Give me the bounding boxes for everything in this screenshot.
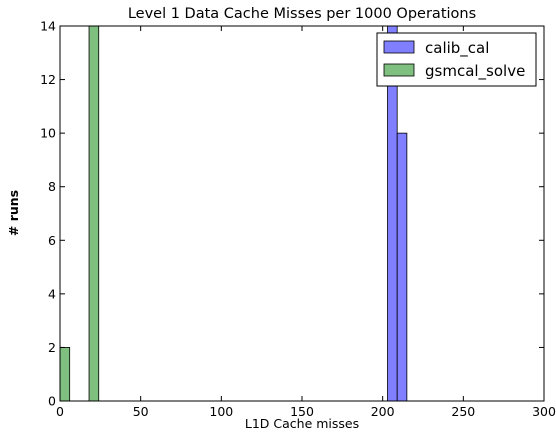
- x-tick-label-0: 0: [56, 404, 64, 419]
- y-tick-label-0: 0: [48, 394, 56, 409]
- chart-title: Level 1 Data Cache Misses per 1000 Opera…: [128, 6, 476, 22]
- y-tick-label-5: 10: [40, 126, 56, 141]
- bars-group: [59, 25, 408, 402]
- y-tick-label-2: 4: [48, 286, 56, 301]
- x-tick-label-3: 150: [290, 404, 314, 419]
- y-tick-label-6: 12: [40, 72, 56, 87]
- y-axis-label: # runs: [6, 190, 21, 236]
- legend-label-calib-cal: calib_cal: [425, 39, 489, 58]
- bar-calib-cal-1: [396, 132, 408, 402]
- x-tick-label-4: 200: [371, 404, 395, 419]
- bar-gsmcal-solve-0: [59, 347, 71, 402]
- legend: calib_cal gsmcal_solve: [376, 32, 537, 87]
- y-tick-label-4: 8: [48, 179, 56, 194]
- y-tick-label-7: 14: [40, 19, 56, 34]
- x-tick-label-5: 250: [451, 404, 475, 419]
- y-tick-label-1: 2: [48, 340, 56, 355]
- x-axis-label: L1D Cache misses: [245, 416, 359, 431]
- x-tick-label-2: 100: [209, 404, 233, 419]
- y-tick-label-3: 6: [48, 233, 56, 248]
- bar-gsmcal-solve-1: [88, 25, 100, 402]
- legend-label-gsmcal-solve: gsmcal_solve: [425, 62, 525, 81]
- ticks-group: 0 50 100 150 200 250 300 0 2 4 6 8 10 12 14: [40, 19, 556, 420]
- legend-swatch-calib-cal: [383, 40, 415, 54]
- legend-swatch-gsmcal-solve: [383, 63, 415, 77]
- x-tick-label-6: 300: [532, 404, 556, 419]
- x-tick-label-1: 50: [133, 404, 149, 419]
